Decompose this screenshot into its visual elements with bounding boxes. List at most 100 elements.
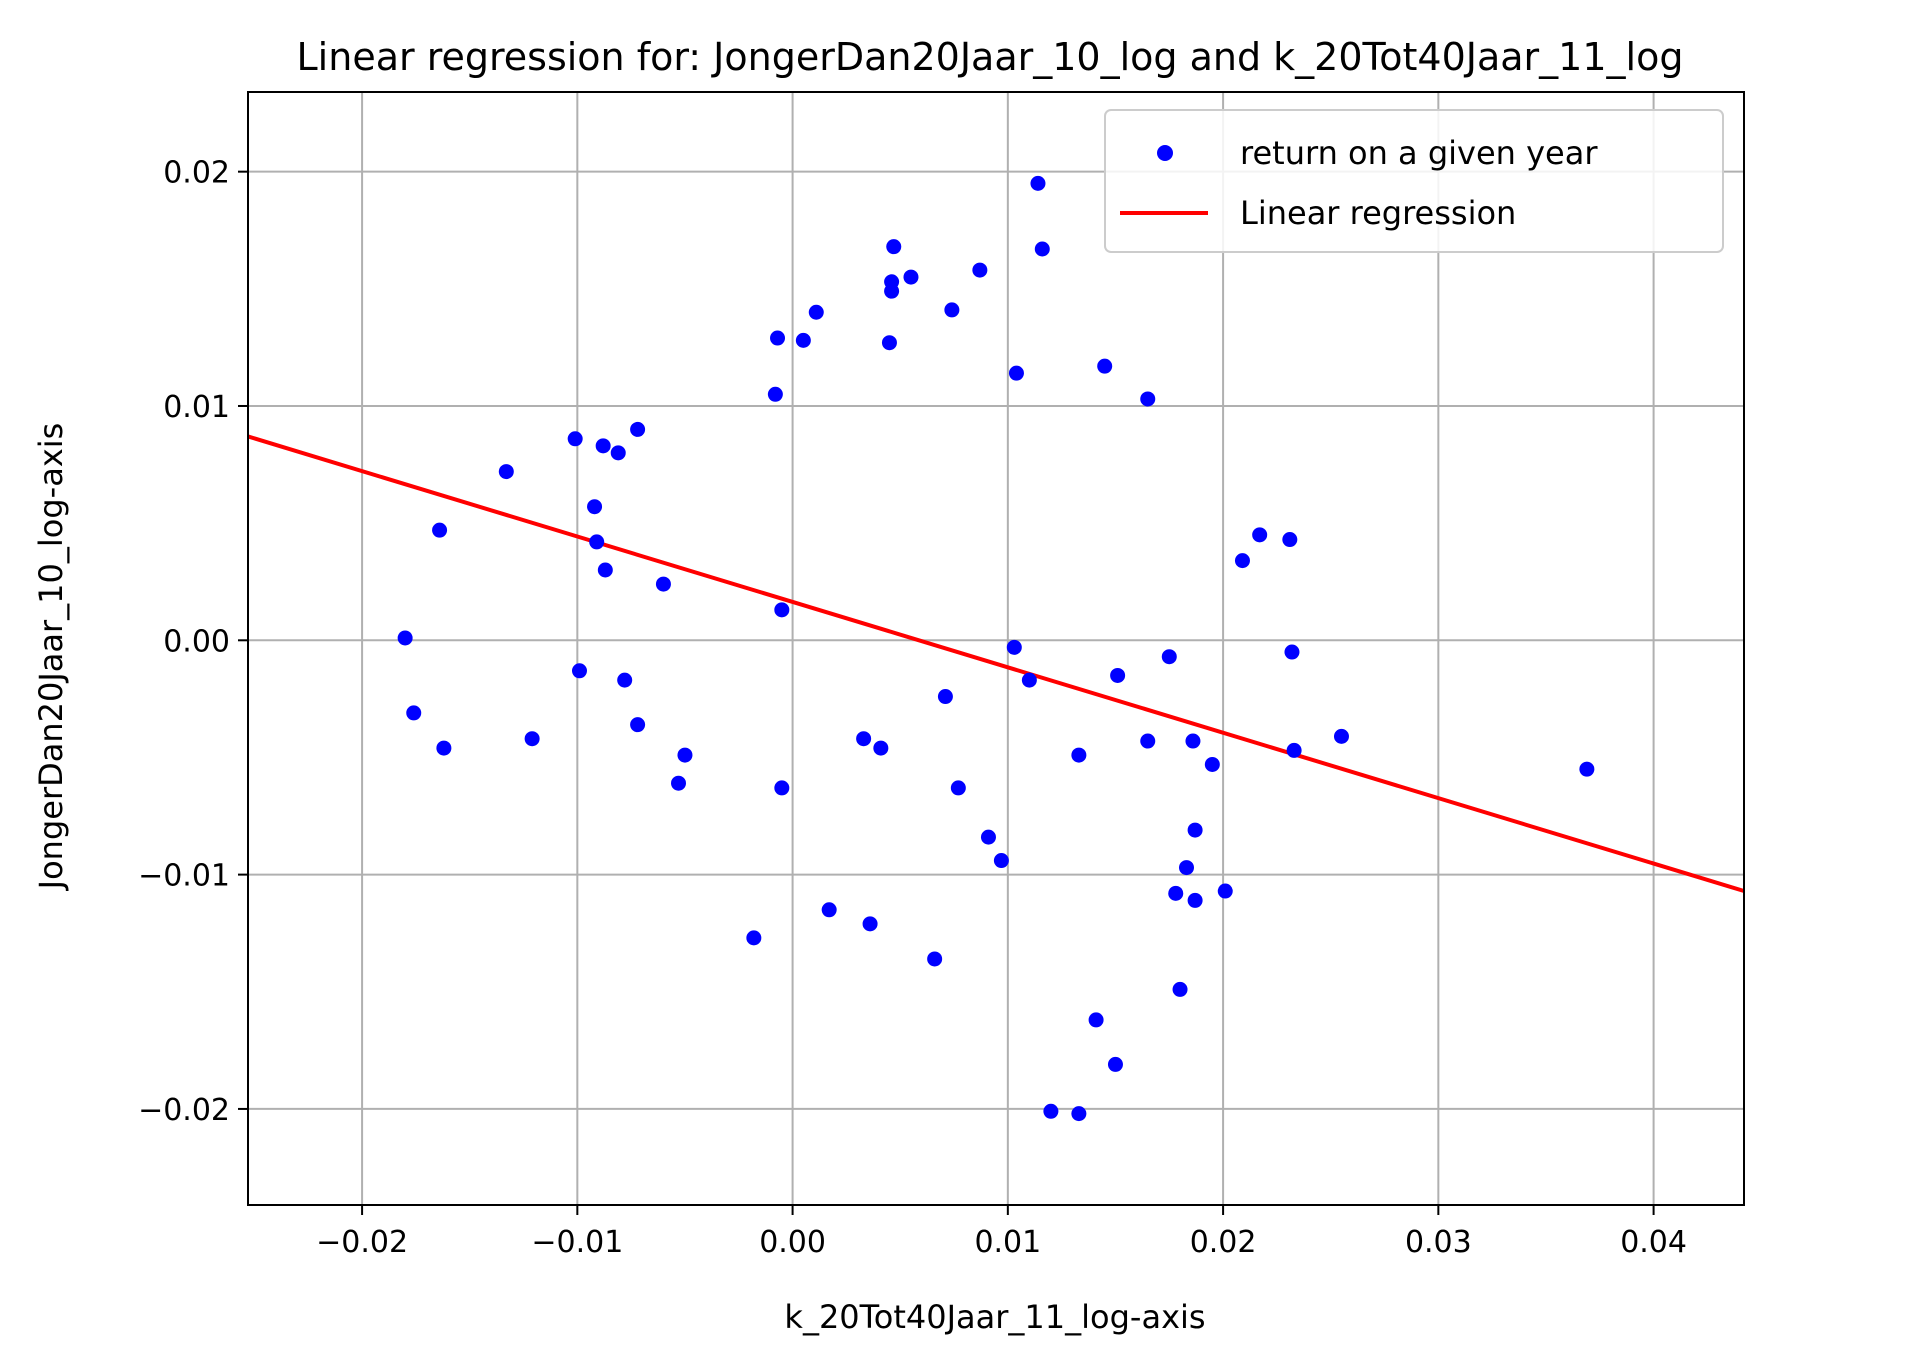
data-point — [1107, 1056, 1123, 1072]
data-point — [1284, 644, 1300, 660]
regression-line — [247, 434, 1745, 893]
data-point — [873, 740, 889, 756]
data-point — [927, 951, 943, 967]
data-point — [1071, 747, 1087, 763]
x-tick-label: 0.01 — [974, 1225, 1041, 1260]
data-point — [1097, 358, 1113, 374]
data-point — [498, 464, 514, 480]
data-point — [886, 239, 902, 255]
data-point — [1187, 822, 1203, 838]
x-tick-label: 0.00 — [759, 1225, 826, 1260]
data-point — [617, 672, 633, 688]
y-axis-ticks: 0.02 0.01 0.00 −0.01 −0.02 — [138, 156, 248, 1128]
data-point — [630, 717, 646, 733]
data-point — [571, 663, 587, 679]
data-point — [856, 731, 872, 747]
data-point — [1088, 1012, 1104, 1028]
data-point — [587, 499, 603, 515]
data-point — [677, 747, 693, 763]
data-point — [1168, 885, 1184, 901]
plot-area — [247, 91, 1745, 1206]
data-point — [1140, 391, 1156, 407]
plot-background — [248, 92, 1744, 1205]
data-point — [746, 930, 762, 946]
y-tick-label: 0.02 — [163, 156, 230, 191]
data-point — [595, 438, 611, 454]
data-point — [1034, 241, 1050, 257]
data-point — [1043, 1103, 1059, 1119]
data-point — [993, 853, 1009, 869]
data-point — [1140, 733, 1156, 749]
data-point — [1161, 649, 1177, 665]
legend-label-line: Linear regression — [1240, 194, 1516, 232]
data-point — [1071, 1106, 1087, 1122]
data-point — [1579, 761, 1595, 777]
x-axis-ticks: −0.02 −0.01 0.00 0.01 0.02 0.03 0.04 — [316, 1205, 1687, 1260]
data-point — [937, 689, 953, 705]
legend: return on a given year Linear regression — [1104, 109, 1724, 253]
data-point — [808, 304, 824, 320]
data-point — [774, 602, 790, 618]
data-point — [821, 902, 837, 918]
data-point — [972, 262, 988, 278]
data-point — [767, 386, 783, 402]
data-point — [1185, 733, 1201, 749]
data-point — [1204, 756, 1220, 772]
data-point — [795, 332, 811, 348]
data-point — [1286, 742, 1302, 758]
data-point — [1021, 672, 1037, 688]
scatter-points — [397, 175, 1595, 1122]
x-tick-label: 0.03 — [1405, 1225, 1472, 1260]
data-point — [397, 630, 413, 646]
chart-title: Linear regression for: JongerDan20Jaar_1… — [297, 35, 1684, 79]
y-axis-label: JongerDan20Jaar_10_log-axis — [32, 423, 70, 892]
data-point — [1006, 639, 1022, 655]
data-point — [1187, 892, 1203, 908]
data-point — [1282, 532, 1298, 548]
data-point — [944, 302, 960, 318]
data-point — [1217, 883, 1233, 899]
data-point — [950, 780, 966, 796]
data-point — [610, 445, 626, 461]
y-tick-label: −0.01 — [138, 859, 230, 894]
y-tick-label: 0.00 — [163, 624, 230, 659]
data-point — [655, 576, 671, 592]
x-tick-label: −0.01 — [531, 1225, 623, 1260]
data-point — [406, 705, 422, 721]
legend-box — [1104, 109, 1724, 253]
data-point — [1008, 365, 1024, 381]
data-point — [881, 335, 897, 351]
data-point — [436, 740, 452, 756]
data-point — [862, 916, 878, 932]
y-tick-label: 0.01 — [163, 390, 230, 425]
legend-marker-scatter — [1157, 145, 1173, 161]
data-point — [1110, 667, 1126, 683]
data-point — [597, 562, 613, 578]
x-axis-label: k_20Tot40Jaar_11_log-axis — [784, 1298, 1205, 1336]
plot-frame — [247, 91, 1745, 1206]
data-point — [980, 829, 996, 845]
x-tick-label: 0.02 — [1190, 1225, 1257, 1260]
data-point — [1234, 553, 1250, 569]
data-point — [589, 534, 605, 550]
data-point — [1172, 981, 1188, 997]
data-point — [432, 522, 448, 538]
data-point — [774, 780, 790, 796]
x-tick-label: −0.02 — [316, 1225, 408, 1260]
data-point — [903, 269, 919, 285]
data-point — [770, 330, 786, 346]
data-point — [671, 775, 687, 791]
y-tick-label: −0.02 — [138, 1093, 230, 1128]
data-point — [630, 421, 646, 437]
legend-label-scatter: return on a given year — [1240, 134, 1598, 172]
regression-line-layer — [247, 434, 1745, 893]
x-tick-label: 0.04 — [1620, 1225, 1687, 1260]
data-point — [1030, 175, 1046, 191]
grid-lines — [248, 92, 1744, 1205]
data-point — [1252, 527, 1268, 543]
data-point — [567, 431, 583, 447]
data-point — [524, 731, 540, 747]
data-point — [1333, 728, 1349, 744]
data-point — [884, 274, 900, 290]
